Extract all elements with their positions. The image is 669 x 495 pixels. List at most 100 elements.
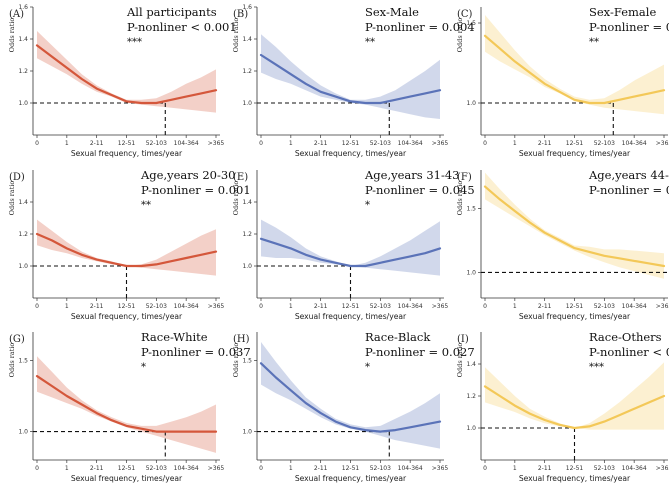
- x-tick-label: 2-11: [90, 140, 104, 147]
- p-nonlinear-text: P-nonliner = 0.027: [365, 345, 475, 359]
- subgroup-title: Sex-Female: [589, 5, 656, 19]
- x-tick-label: 2-11: [90, 303, 104, 310]
- y-tick-label: 1.0: [466, 425, 476, 432]
- panel-B: 1.0 1.2 1.4 1.6 0 1 2-11 12-51 52-103 104-364 >365…: [232, 4, 475, 158]
- x-axis-title: Sexual frequency, times/year: [295, 149, 407, 158]
- x-tick-label: 104-364: [622, 303, 647, 310]
- x-tick-label: 52-103: [594, 140, 615, 147]
- x-tick-label: 0: [483, 465, 487, 472]
- p-nonlinear-text: P-nonliner = 0.001: [141, 183, 251, 197]
- significance-stars: **: [365, 37, 375, 48]
- confidence-band: [261, 342, 440, 449]
- x-tick-label: 104-364: [174, 303, 199, 310]
- x-tick-label: 104-364: [174, 140, 199, 147]
- p-nonlinear-text: P-nonliner = 0.037: [141, 345, 251, 359]
- x-tick-label: 52-103: [146, 465, 167, 472]
- x-axis-title: Sexual frequency, times/year: [295, 474, 407, 483]
- y-axis-title: Odds ratio: [456, 181, 464, 216]
- confidence-band: [261, 34, 440, 120]
- panel-label: (A): [9, 9, 24, 20]
- x-tick-label: >365: [208, 303, 225, 310]
- y-axis-title: Odds ratio: [456, 18, 464, 53]
- subgroup-title: All participants: [126, 5, 217, 19]
- panel-G: 1.0 1.5 0 1 2-11 12-51 52-103 104-364 >365 Sexual…: [8, 330, 251, 483]
- y-tick-label: 1.6: [18, 4, 28, 11]
- y-tick-label: 1.2: [242, 68, 252, 75]
- x-tick-label: 2-11: [538, 303, 552, 310]
- x-tick-label: 0: [35, 465, 39, 472]
- p-nonlinear-text: P-nonliner < 0.001: [127, 20, 237, 34]
- x-tick-label: 52-103: [146, 140, 167, 147]
- p-nonlinear-text: P-nonliner = 0.045: [365, 183, 475, 197]
- subgroup-title: Age,years 20-30: [140, 168, 236, 182]
- subgroup-title: Race-White: [141, 330, 208, 344]
- y-tick-label: 1.2: [466, 393, 476, 400]
- significance-stars: *: [365, 362, 370, 373]
- panel-label: (H): [233, 334, 250, 345]
- x-tick-label: 12-51: [342, 140, 360, 147]
- confidence-band: [37, 356, 216, 453]
- y-axis-title: Odds ratio: [232, 18, 240, 53]
- significance-stars: ***: [589, 362, 604, 373]
- y-tick-label: 1.0: [242, 429, 252, 436]
- significance-stars: *: [141, 362, 146, 373]
- odds-ratio-line: [35, 232, 218, 268]
- panel-D: 1.0 1.2 1.4 0 1 2-11 12-51 52-103 104-364 >365 Sex…: [8, 168, 251, 321]
- panel-label: (B): [233, 9, 248, 20]
- x-tick-label: 0: [35, 303, 39, 310]
- odds-ratio-line: [483, 185, 666, 268]
- x-tick-label: 12-51: [118, 140, 136, 147]
- panel-F: 1.0 1.5 0 1 2-11 12-51 52-103 104-364 >365 Sexual…: [456, 168, 669, 321]
- x-tick-label: 52-103: [146, 303, 167, 310]
- panel-label: (G): [9, 334, 25, 345]
- x-tick-label: 2-11: [538, 140, 552, 147]
- y-tick-label: 1.0: [18, 429, 28, 436]
- panel-E: 1.0 1.2 1.4 0 1 2-11 12-51 52-103 104-364 >365 Sex…: [232, 168, 475, 321]
- confidence-band: [485, 172, 664, 279]
- subgroup-title: Age,years 31-43: [364, 168, 460, 182]
- x-tick-label: 12-51: [342, 303, 360, 310]
- subgroup-title: Race-Others: [589, 330, 662, 344]
- p-nonlinear-text: P-nonliner = 0.004: [589, 20, 669, 34]
- x-axis-title: Sexual frequency, times/year: [519, 474, 631, 483]
- odds-ratio-line: [483, 385, 666, 430]
- x-axis-title: Sexual frequency, times/year: [519, 312, 631, 321]
- p-nonlinear-text: P-nonliner = 0.116: [589, 183, 669, 197]
- y-axis-title: Odds ratio: [456, 343, 464, 378]
- x-tick-label: 0: [35, 140, 39, 147]
- x-tick-label: 104-364: [174, 465, 199, 472]
- x-tick-label: 12-51: [566, 303, 584, 310]
- p-nonlinear-text: P-nonliner = 0.004: [365, 20, 475, 34]
- x-tick-label: 1: [513, 465, 517, 472]
- y-axis-title: Odds ratio: [8, 343, 16, 378]
- y-tick-label: 1.4: [18, 36, 28, 43]
- x-tick-label: 52-103: [370, 465, 391, 472]
- y-tick-label: 1.5: [242, 357, 252, 364]
- subgroup-title: Race-Black: [365, 330, 431, 344]
- x-tick-label: 52-103: [594, 303, 615, 310]
- x-tick-label: 12-51: [118, 303, 136, 310]
- x-tick-label: >365: [208, 140, 225, 147]
- panel-C: 1.0 1.5 0 1 2-11 12-51 52-103 104-364 >365 Sexual…: [456, 5, 669, 158]
- x-tick-label: 52-103: [370, 140, 391, 147]
- x-axis-title: Sexual frequency, times/year: [71, 312, 183, 321]
- y-tick-label: 1.2: [18, 231, 28, 238]
- y-tick-label: 1.0: [18, 263, 28, 270]
- odds-ratio-line: [35, 44, 218, 105]
- x-axis-title: Sexual frequency, times/year: [295, 312, 407, 321]
- subgroup-title: Age,years 44-59: [588, 168, 669, 182]
- x-tick-label: 0: [259, 140, 263, 147]
- x-tick-label: 12-51: [342, 465, 360, 472]
- y-tick-label: 1.0: [242, 100, 252, 107]
- x-tick-label: 52-103: [594, 465, 615, 472]
- y-tick-label: 1.0: [242, 263, 252, 270]
- y-tick-label: 1.4: [18, 199, 28, 206]
- y-tick-label: 1.6: [242, 4, 252, 11]
- y-tick-label: 1.4: [242, 36, 252, 43]
- y-axis-title: Odds ratio: [8, 181, 16, 216]
- x-tick-label: 104-364: [398, 140, 423, 147]
- panel-A: 1.0 1.2 1.4 1.6 0 1 2-11 12-51 52-103 104-364 >365…: [8, 4, 237, 158]
- x-tick-label: 1: [289, 465, 293, 472]
- x-tick-label: >365: [656, 140, 669, 147]
